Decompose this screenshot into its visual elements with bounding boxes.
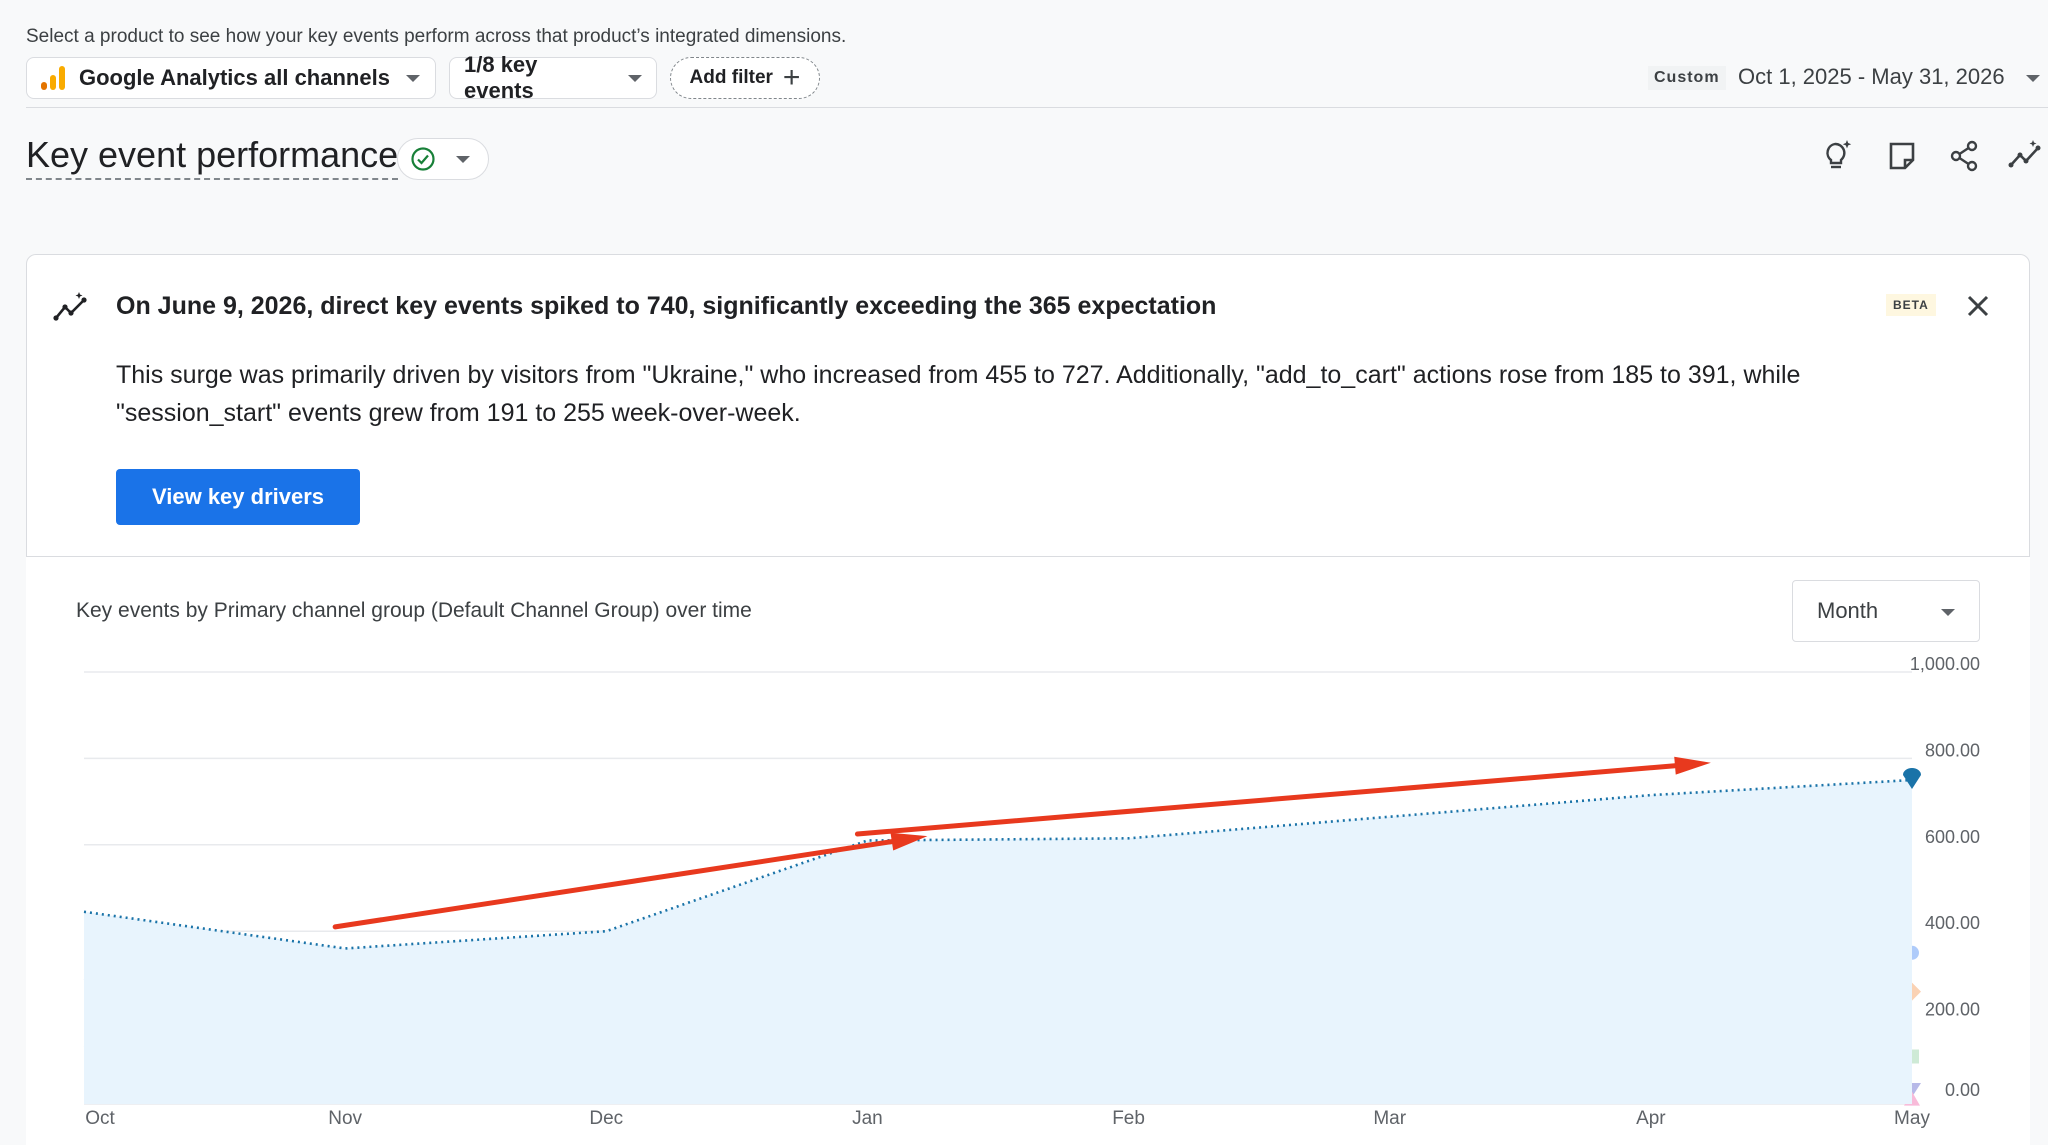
y-tick-label: 800.00 [1925, 740, 1980, 760]
plus-icon: + [782, 61, 801, 94]
insight-title: On June 9, 2026, direct key events spike… [116, 292, 1217, 320]
page-title[interactable]: Key event performance [26, 134, 399, 180]
granularity-dropdown[interactable]: Month [1792, 580, 1980, 642]
annotation-arrowhead [1674, 756, 1711, 775]
annotation-arrowhead [890, 832, 928, 851]
x-tick-label: Jan [852, 1108, 883, 1129]
insights-icon[interactable] [2006, 136, 2046, 176]
y-tick-label: 400.00 [1925, 913, 1980, 933]
series-marker [1903, 768, 1921, 789]
chevron-down-icon [456, 155, 470, 163]
x-tick-label: Mar [1373, 1108, 1406, 1129]
note-icon[interactable] [1882, 136, 1922, 176]
x-tick-label: Apr [1636, 1108, 1666, 1129]
y-tick-label: 200.00 [1925, 1000, 1980, 1020]
add-filter-button[interactable]: Add filter + [670, 57, 820, 99]
series-line [83, 778, 1913, 950]
y-tick-label: 600.00 [1925, 827, 1980, 847]
x-tick-label: Nov [328, 1108, 362, 1129]
y-tick-label: 1,000.00 [1910, 654, 1980, 674]
chart-title: Key events by Primary channel group (Def… [76, 599, 752, 622]
x-tick-label: May [1894, 1108, 1930, 1129]
chevron-down-icon [628, 74, 642, 82]
x-tick-label: Oct [85, 1108, 115, 1129]
view-key-drivers-button[interactable]: View key drivers [116, 469, 360, 525]
annotation-arrow [332, 839, 895, 930]
chevron-down-icon[interactable] [2026, 75, 2040, 82]
x-tick-label: Dec [589, 1108, 623, 1129]
key-events-selector[interactable]: 1/8 key events [449, 52, 657, 103]
add-filter-label: Add filter [689, 67, 773, 88]
insight-body: This surge was primarily driven by visit… [116, 361, 1801, 427]
series-area [84, 780, 1912, 1104]
key-events-label: 1/8 key events [464, 52, 538, 103]
product-hint: Select a product to see how your key eve… [26, 26, 847, 47]
close-icon[interactable] [1962, 290, 1994, 322]
y-tick-label: 0.00 [1945, 1080, 1980, 1100]
granularity-value: Month [1817, 598, 1879, 623]
share-icon[interactable] [1944, 136, 1984, 176]
chevron-down-icon [405, 74, 420, 82]
x-tick-label: Feb [1112, 1108, 1145, 1129]
chevron-down-icon [1941, 609, 1955, 616]
product-selector-label: Google Analytics all channels [79, 65, 390, 90]
analytics-logo-icon [41, 66, 65, 90]
status-dropdown[interactable] [397, 138, 489, 180]
lightbulb-sparkle-icon[interactable] [1818, 136, 1858, 176]
check-circle-icon [411, 147, 435, 171]
annotation-arrow [854, 763, 1678, 837]
date-range-type: Custom [1648, 66, 1726, 90]
beta-badge: BETA [1886, 294, 1936, 316]
header-divider [26, 107, 2048, 108]
date-range-picker[interactable]: Oct 1, 2025 - May 31, 2026 [1738, 64, 2005, 89]
product-selector[interactable]: Google Analytics all channels [26, 57, 436, 99]
insights-icon [53, 292, 87, 321]
